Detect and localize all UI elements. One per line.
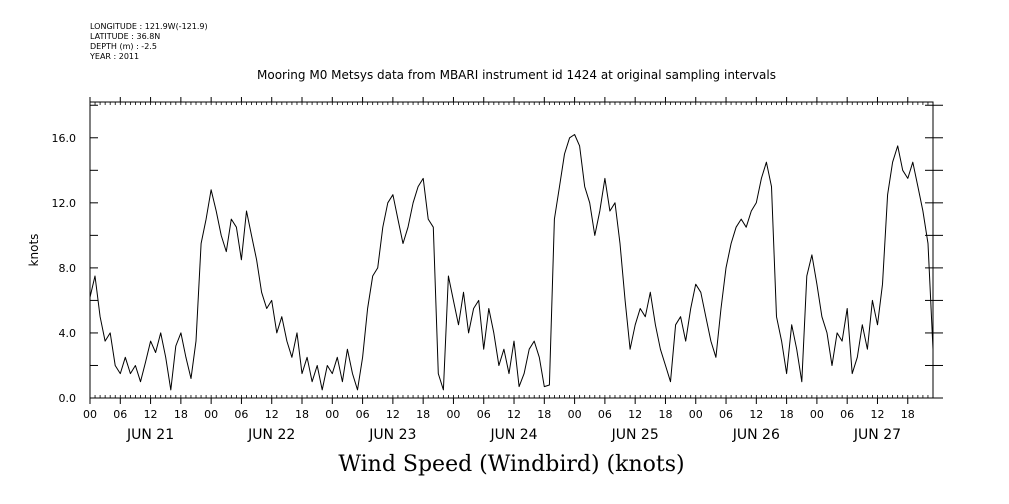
x-tick-label: 18 — [416, 408, 430, 421]
x-tick-label: 00 — [689, 408, 703, 421]
x-tick-label: 18 — [537, 408, 551, 421]
x-tick-label: 00 — [204, 408, 218, 421]
x-day-label: JUN 27 — [853, 427, 901, 443]
x-tick-label: 00 — [810, 408, 824, 421]
x-tick-label: 00 — [83, 408, 97, 421]
x-tick-label: 18 — [174, 408, 188, 421]
x-day-label: JUN 26 — [732, 427, 780, 443]
x-day-label: JUN 23 — [368, 427, 416, 443]
x-tick-label: 12 — [628, 408, 642, 421]
x-tick-label: 12 — [144, 408, 158, 421]
x-tick-label: 06 — [840, 408, 854, 421]
x-tick-label: 00 — [446, 408, 460, 421]
year-text: YEAR : 2011 — [90, 52, 140, 61]
x-tick-label: 12 — [386, 408, 400, 421]
wind-speed-line — [89, 134, 934, 391]
x-tick-label: 06 — [477, 408, 491, 421]
x-tick-label: 18 — [295, 408, 309, 421]
y-tick-label: 16.0 — [52, 132, 77, 145]
x-day-label: JUN 21 — [126, 427, 174, 443]
depth-text: DEPTH (m) : -2.5 — [90, 42, 157, 51]
longitude-text: LONGITUDE : 121.9W(-121.9) — [90, 22, 208, 31]
x-day-label: JUN 25 — [611, 427, 659, 443]
x-tick-label: 18 — [780, 408, 794, 421]
chart-title: Mooring M0 Metsys data from MBARI instru… — [257, 68, 776, 82]
y-tick-label: 4.0 — [59, 327, 77, 340]
plot-frame — [89, 101, 934, 399]
x-tick-label: 18 — [901, 408, 915, 421]
x-tick-label: 12 — [870, 408, 884, 421]
x-tick-label: 06 — [598, 408, 612, 421]
latitude-text: LATITUDE : 36.8N — [90, 32, 161, 41]
x-day-label: JUN 24 — [489, 427, 537, 443]
x-tick-label: 00 — [325, 408, 339, 421]
x-tick-label: 18 — [658, 408, 672, 421]
x-tick-label: 12 — [265, 408, 279, 421]
x-tick-label: 12 — [507, 408, 521, 421]
x-tick-label: 00 — [568, 408, 582, 421]
x-tick-label: 12 — [749, 408, 763, 421]
x-tick-label: 06 — [719, 408, 733, 421]
x-tick-label: 06 — [234, 408, 248, 421]
x-tick-label: 06 — [113, 408, 127, 421]
chart-caption: Wind Speed (Windbird) (knots) — [338, 452, 685, 477]
station-metadata: LONGITUDE : 121.9W(-121.9) LATITUDE : 36… — [90, 22, 208, 62]
y-tick-label: 0.0 — [59, 392, 77, 405]
y-tick-label: 12.0 — [52, 197, 77, 210]
x-tick-label: 06 — [356, 408, 370, 421]
y-tick-label: 8.0 — [59, 262, 77, 275]
x-day-label: JUN 22 — [247, 427, 295, 443]
y-axis-label: knots — [27, 234, 41, 267]
